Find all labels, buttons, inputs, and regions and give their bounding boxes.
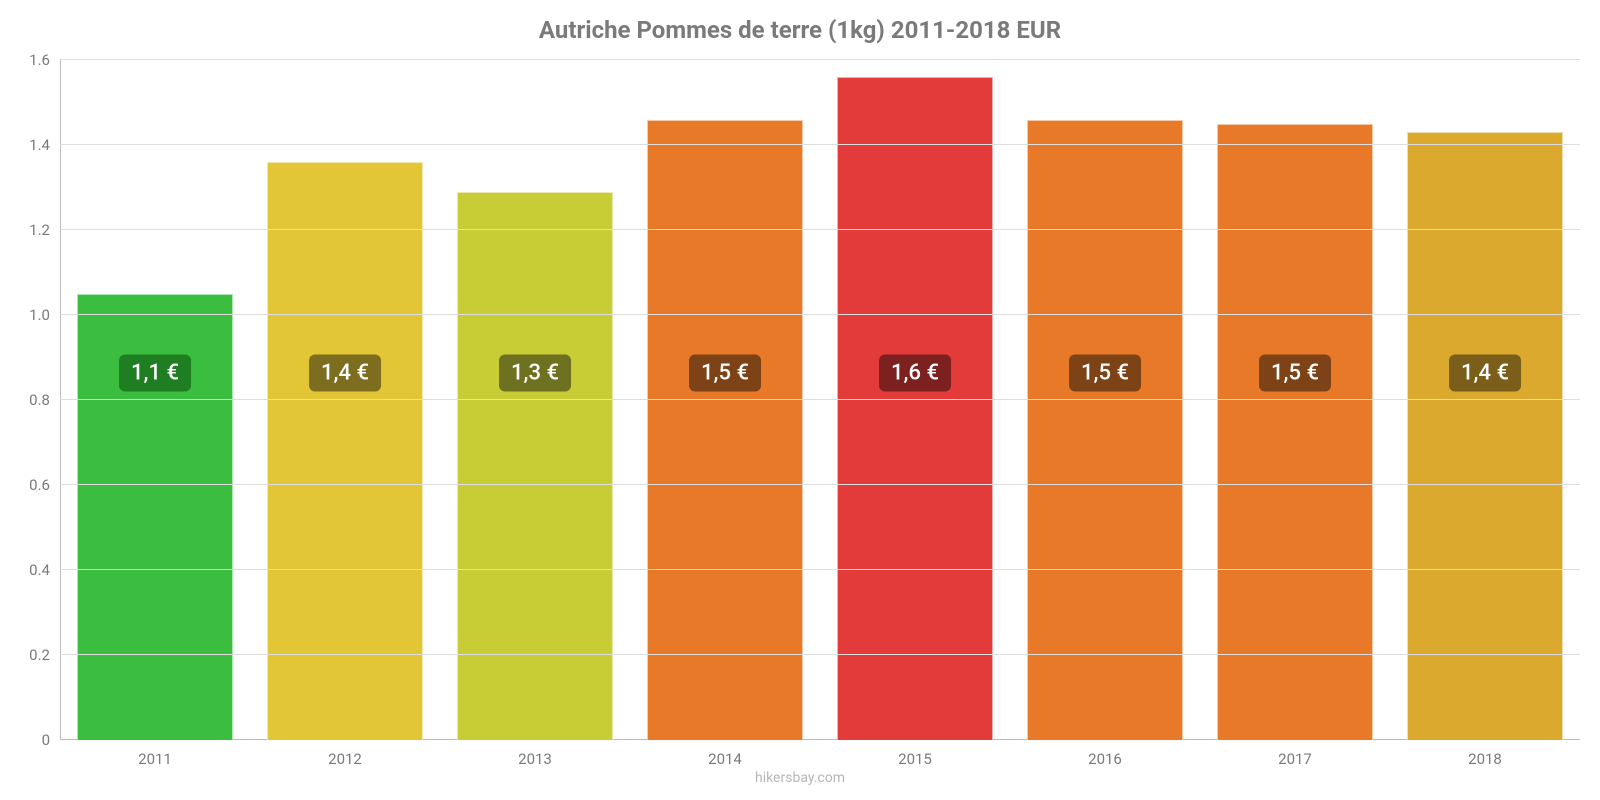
- grid-line: [60, 654, 1580, 655]
- y-tick-label: 1.6: [29, 51, 60, 69]
- y-tick-label: 0: [42, 731, 60, 749]
- bars-container: 1,1 €20111,4 €20121,3 €20131,5 €20141,6 …: [60, 60, 1580, 740]
- y-tick-label: 0.4: [29, 561, 60, 579]
- bar: [647, 120, 803, 741]
- grid-line: [60, 484, 1580, 485]
- grid-line: [60, 399, 1580, 400]
- bar-slot: 1,4 €2012: [250, 60, 440, 740]
- x-tick-label: 2018: [1468, 740, 1502, 768]
- bar: [1027, 120, 1183, 741]
- bar-chart: Autriche Pommes de terre (1kg) 2011-2018…: [0, 0, 1600, 800]
- x-tick-label: 2015: [898, 740, 932, 768]
- grid-line: [60, 229, 1580, 230]
- bar-slot: 1,1 €2011: [60, 60, 250, 740]
- grid-line: [60, 569, 1580, 570]
- attribution-text: hikersbay.com: [0, 770, 1600, 786]
- chart-title: Autriche Pommes de terre (1kg) 2011-2018…: [0, 0, 1600, 44]
- x-tick-label: 2014: [708, 740, 742, 768]
- bar-value-label: 1,4 €: [309, 354, 381, 391]
- x-tick-label: 2012: [328, 740, 362, 768]
- bar: [837, 77, 993, 740]
- x-tick-label: 2016: [1088, 740, 1122, 768]
- bar-slot: 1,3 €2013: [440, 60, 630, 740]
- y-tick-label: 1.0: [29, 306, 60, 324]
- y-tick-label: 0.8: [29, 391, 60, 409]
- grid-line: [60, 314, 1580, 315]
- bar-slot: 1,6 €2015: [820, 60, 1010, 740]
- bar: [1217, 124, 1373, 740]
- x-tick-label: 2017: [1278, 740, 1312, 768]
- plot-area: 1,1 €20111,4 €20121,3 €20131,5 €20141,6 …: [60, 60, 1580, 740]
- bar-value-label: 1,1 €: [119, 354, 191, 391]
- grid-line: [60, 144, 1580, 145]
- bar-value-label: 1,3 €: [499, 354, 571, 391]
- bar-value-label: 1,5 €: [1259, 354, 1331, 391]
- bar-slot: 1,4 €2018: [1390, 60, 1580, 740]
- bar-value-label: 1,6 €: [879, 354, 951, 391]
- grid-line: [60, 59, 1580, 60]
- x-tick-label: 2011: [138, 740, 172, 768]
- y-tick-label: 0.6: [29, 476, 60, 494]
- x-tick-label: 2013: [518, 740, 552, 768]
- bar: [1407, 132, 1563, 740]
- y-tick-label: 0.2: [29, 646, 60, 664]
- bar: [457, 192, 613, 740]
- bar-value-label: 1,4 €: [1449, 354, 1521, 391]
- y-tick-label: 1.2: [29, 221, 60, 239]
- bar-slot: 1,5 €2017: [1200, 60, 1390, 740]
- bar-value-label: 1,5 €: [1069, 354, 1141, 391]
- y-tick-label: 1.4: [29, 136, 60, 154]
- bar-slot: 1,5 €2016: [1010, 60, 1200, 740]
- bar-value-label: 1,5 €: [689, 354, 761, 391]
- bar-slot: 1,5 €2014: [630, 60, 820, 740]
